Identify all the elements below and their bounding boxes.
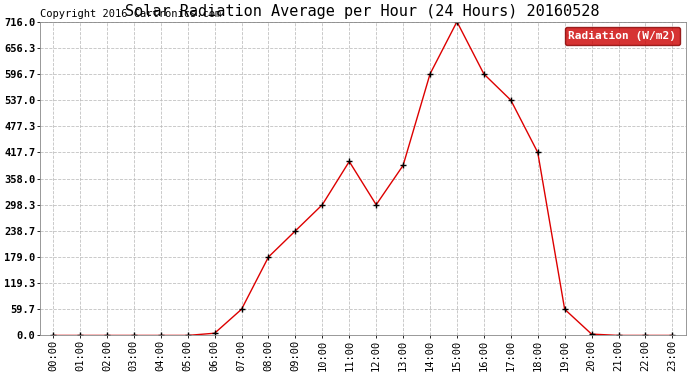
Legend: Radiation (W/m2): Radiation (W/m2) bbox=[564, 27, 680, 45]
Title: Solar Radiation Average per Hour (24 Hours) 20160528: Solar Radiation Average per Hour (24 Hou… bbox=[126, 4, 600, 19]
Text: Copyright 2016 Cartronics.com: Copyright 2016 Cartronics.com bbox=[39, 9, 221, 19]
